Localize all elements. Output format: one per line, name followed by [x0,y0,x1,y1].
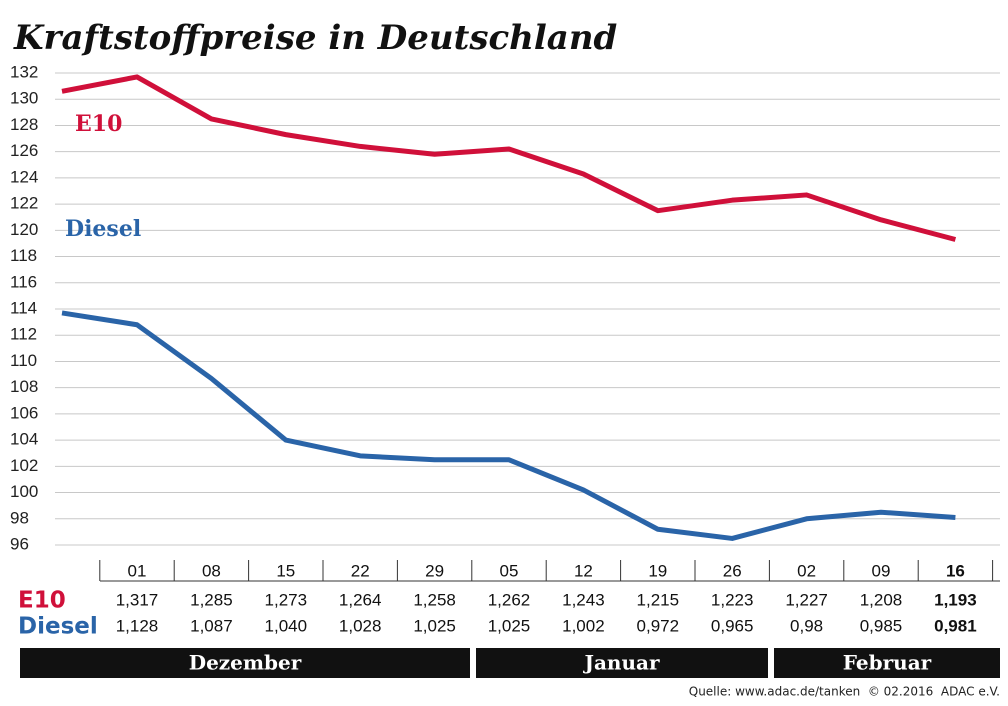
value-label: 1,243 [562,590,605,609]
value-label: 1,273 [265,590,308,609]
value-label: 1,227 [785,590,828,609]
value-label: 1,285 [190,590,233,609]
value-label: 0,965 [711,616,754,635]
y-tick-label: 118 [10,246,37,265]
value-label: 0,98 [790,616,823,635]
value-label: 1,025 [488,616,531,635]
y-tick-label: 102 [10,456,38,475]
value-label: 1,262 [488,590,531,609]
row-label: E10 [18,588,66,614]
value-label: 0,985 [860,616,903,635]
value-label: 1,264 [339,590,382,609]
month-bar [774,648,1000,678]
y-tick-label: 96 [10,534,29,553]
y-tick-label: 98 [10,508,29,527]
x-tick-label: 26 [723,561,742,580]
value-label: 1,317 [116,590,159,609]
x-tick-label: 02 [797,561,816,580]
y-tick-label: 100 [10,482,38,501]
y-tick-label: 128 [10,115,38,134]
y-tick-label: 112 [10,325,37,344]
value-label: 1,208 [860,590,903,609]
value-label: 1,193 [934,590,977,609]
y-tick-label: 126 [10,141,38,160]
value-label: 1,028 [339,616,382,635]
series-label: Diesel [65,216,141,242]
x-tick-label: 08 [202,561,221,580]
y-tick-label: 122 [10,194,38,213]
y-tick-label: 106 [10,403,38,422]
value-label: 1,087 [190,616,233,635]
value-label: 0,981 [934,616,977,635]
y-tick-label: 120 [10,220,38,239]
y-tick-label: 104 [10,430,38,449]
value-label: 1,258 [413,590,456,609]
line-0 [61,74,957,242]
x-tick-label: 05 [500,561,519,580]
y-tick-label: 108 [10,377,38,396]
month-label: Januar [583,651,660,675]
y-tick-label: 116 [10,272,37,291]
x-tick-label: 29 [425,561,444,580]
x-tick-label: 01 [128,561,147,580]
value-label: 1,215 [637,590,680,609]
month-label: Dezember [189,651,302,675]
value-label: 1,223 [711,590,754,609]
value-label: 1,025 [413,616,456,635]
source: Quelle: www.adac.de/tanken © 02.2016 ADA… [689,685,1000,699]
y-tick-label: 114 [10,298,37,317]
x-tick-label: 22 [351,561,370,580]
x-tick-label: 15 [276,561,295,580]
x-tick-label: 19 [648,561,667,580]
x-tick-label: 16 [946,561,965,580]
month-label: Februar [843,651,932,675]
x-tick-label: 12 [574,561,593,580]
value-label: 1,002 [562,616,605,635]
month-bar [476,648,768,678]
value-label: 1,040 [265,616,308,635]
y-tick-label: 110 [10,351,37,370]
y-tick-label: 124 [10,167,38,186]
y-tick-label: 130 [10,89,38,108]
line-1 [61,310,956,541]
y-tick-label: 132 [10,62,38,81]
row-label: Diesel [18,614,98,640]
series-label: E10 [75,111,122,137]
month-bar [20,648,470,678]
x-tick-label: 09 [872,561,891,580]
value-label: 1,128 [116,616,159,635]
chart-title: Kraftstoffpreise in Deutschland [13,18,618,58]
value-label: 0,972 [637,616,680,635]
